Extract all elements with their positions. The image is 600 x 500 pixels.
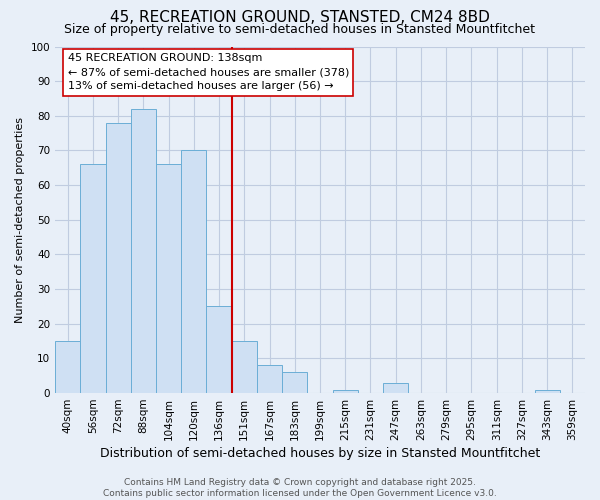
Bar xyxy=(131,109,156,393)
Y-axis label: Number of semi-detached properties: Number of semi-detached properties xyxy=(15,117,25,323)
Bar xyxy=(257,366,282,393)
Bar xyxy=(282,372,307,393)
Bar xyxy=(156,164,181,393)
Bar xyxy=(80,164,106,393)
Text: Size of property relative to semi-detached houses in Stansted Mountfitchet: Size of property relative to semi-detach… xyxy=(65,22,536,36)
Text: Contains HM Land Registry data © Crown copyright and database right 2025.
Contai: Contains HM Land Registry data © Crown c… xyxy=(103,478,497,498)
X-axis label: Distribution of semi-detached houses by size in Stansted Mountfitchet: Distribution of semi-detached houses by … xyxy=(100,447,540,460)
Bar xyxy=(206,306,232,393)
Bar xyxy=(535,390,560,393)
Bar xyxy=(106,122,131,393)
Text: 45, RECREATION GROUND, STANSTED, CM24 8BD: 45, RECREATION GROUND, STANSTED, CM24 8B… xyxy=(110,10,490,25)
Bar xyxy=(232,341,257,393)
Bar xyxy=(332,390,358,393)
Bar xyxy=(383,382,409,393)
Text: 45 RECREATION GROUND: 138sqm
← 87% of semi-detached houses are smaller (378)
13%: 45 RECREATION GROUND: 138sqm ← 87% of se… xyxy=(68,54,349,92)
Bar xyxy=(55,341,80,393)
Bar xyxy=(181,150,206,393)
